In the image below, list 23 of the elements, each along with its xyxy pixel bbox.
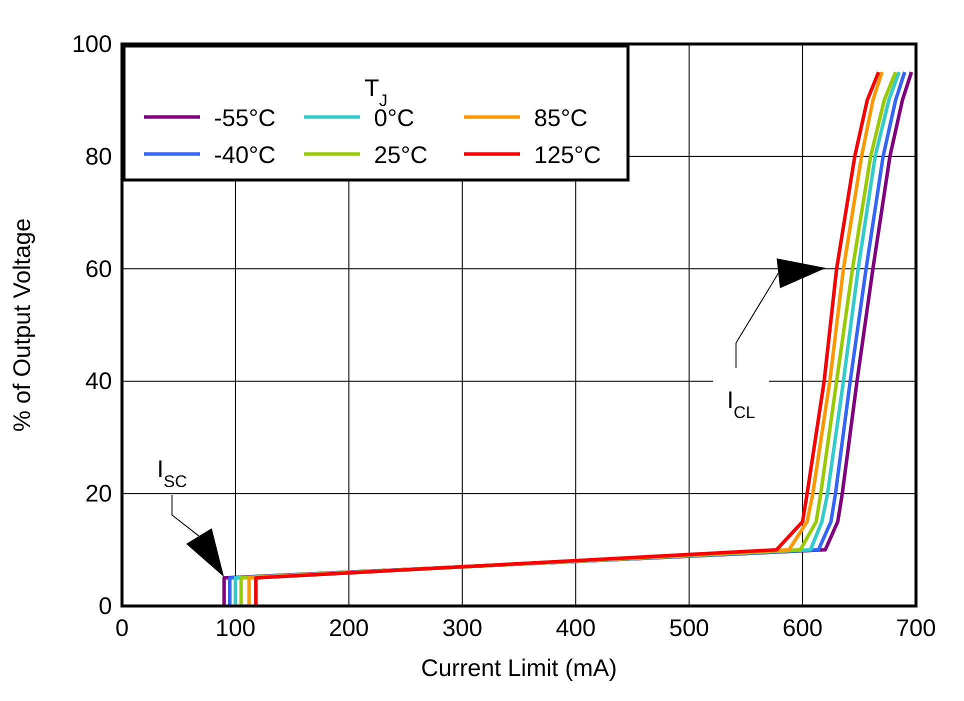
legend-label: -55°C: [214, 105, 276, 132]
y-tick-label: 60: [85, 256, 112, 283]
legend-label: 125°C: [534, 142, 601, 169]
legend-label: 25°C: [374, 142, 428, 169]
y-tick-label: 0: [98, 593, 112, 620]
x-tick-label: 100: [215, 615, 256, 642]
x-tick-label: 700: [896, 615, 936, 642]
x-tick-label: 0: [115, 615, 129, 642]
x-tick-label: 600: [782, 615, 823, 642]
y-axis-title: % of Output Voltage: [9, 218, 36, 432]
y-tick-label: 100: [72, 31, 112, 58]
x-tick-label: 400: [556, 615, 596, 642]
x-tick-label: 500: [669, 615, 710, 642]
annotation: I$_{CL}$: [726, 387, 756, 422]
annotation: I$_{SC}$: [157, 456, 187, 490]
y-tick-label: 80: [85, 143, 112, 170]
x-axis-title: Current Limit (mA): [420, 655, 618, 682]
y-tick-label: 40: [85, 368, 112, 396]
legend-label: 85°C: [534, 105, 588, 132]
x-tick-label: 200: [328, 615, 369, 642]
x-tick-label: 300: [442, 615, 482, 642]
y-tick-label: 20: [85, 480, 112, 508]
legend-label: -40°C: [214, 142, 276, 169]
